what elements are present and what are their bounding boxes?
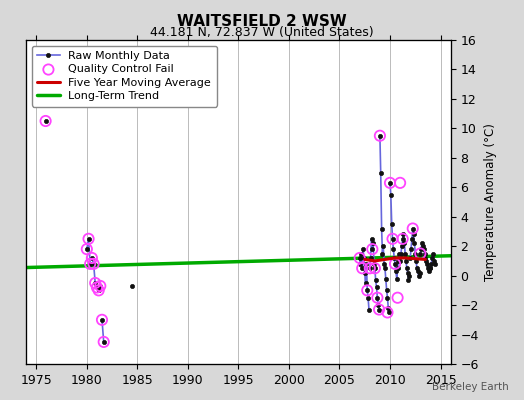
Text: WAITSFIELD 2 WSW: WAITSFIELD 2 WSW (177, 14, 347, 29)
Five Year Moving Average (362, 257, 368, 262)
Five Year Moving Average (382, 257, 388, 262)
Five Year Moving Average (392, 256, 398, 260)
Quality Control Fail (386, 180, 394, 186)
Quality Control Fail (366, 265, 374, 272)
Quality Control Fail (363, 287, 372, 294)
Quality Control Fail (358, 265, 366, 272)
Quality Control Fail (375, 306, 383, 313)
Quality Control Fail (96, 283, 104, 289)
Quality Control Fail (41, 118, 50, 124)
Quality Control Fail (93, 284, 101, 291)
Quality Control Fail (416, 250, 424, 257)
Five Year Moving Average (422, 257, 429, 262)
Quality Control Fail (398, 236, 407, 242)
Quality Control Fail (396, 180, 405, 186)
Y-axis label: Temperature Anomaly (°C): Temperature Anomaly (°C) (484, 123, 497, 281)
Quality Control Fail (355, 255, 364, 261)
Quality Control Fail (368, 246, 377, 252)
Quality Control Fail (100, 339, 108, 345)
Quality Control Fail (370, 265, 379, 272)
Legend: Raw Monthly Data, Quality Control Fail, Five Year Moving Average, Long-Term Tren: Raw Monthly Data, Quality Control Fail, … (32, 46, 217, 107)
Quality Control Fail (98, 317, 106, 323)
Quality Control Fail (409, 225, 417, 232)
Quality Control Fail (383, 309, 391, 316)
Quality Control Fail (84, 236, 93, 242)
Quality Control Fail (90, 261, 98, 267)
Quality Control Fail (83, 246, 91, 252)
Quality Control Fail (88, 255, 96, 261)
Quality Control Fail (86, 261, 94, 267)
Text: Berkeley Earth: Berkeley Earth (432, 382, 508, 392)
Quality Control Fail (91, 280, 100, 286)
Quality Control Fail (373, 294, 381, 301)
Quality Control Fail (394, 294, 402, 301)
Five Year Moving Average (412, 256, 419, 261)
Quality Control Fail (94, 287, 103, 294)
Five Year Moving Average (402, 256, 408, 260)
Line: Five Year Moving Average: Five Year Moving Average (365, 258, 425, 261)
Quality Control Fail (391, 261, 399, 267)
Five Year Moving Average (372, 258, 378, 263)
Text: 44.181 N, 72.837 W (United States): 44.181 N, 72.837 W (United States) (150, 26, 374, 39)
Quality Control Fail (376, 132, 384, 139)
Quality Control Fail (388, 236, 397, 242)
